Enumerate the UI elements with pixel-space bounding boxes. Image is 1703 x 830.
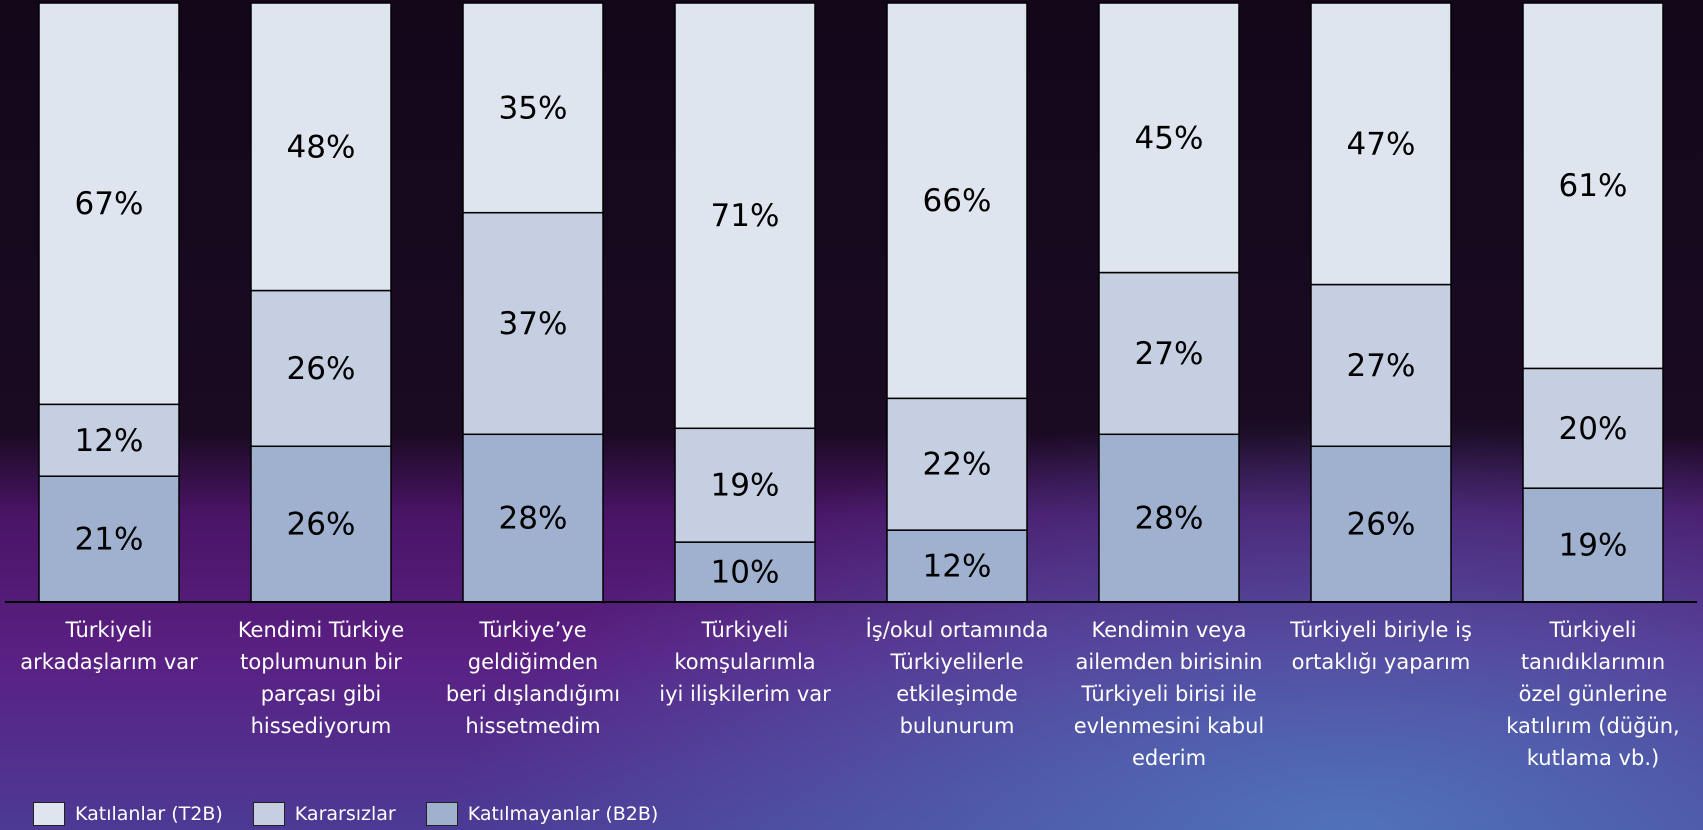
legend-item: Kararsızlar [252, 802, 396, 826]
legend-label: Kararsızlar [294, 803, 396, 825]
value-label: 45% [1135, 120, 1204, 156]
value-label: 12% [923, 549, 992, 585]
bar-segment [674, 427, 816, 543]
bar-segment [1310, 283, 1452, 448]
legend-label: Katılmayanlar (B2B) [467, 803, 659, 825]
value-label: 37% [499, 306, 568, 342]
bar-segment [462, 211, 604, 436]
bar-segment [250, 2, 392, 292]
legend-swatch [425, 802, 458, 826]
value-label: 19% [1559, 528, 1628, 564]
legend-label: Katılanlar (T2B) [75, 803, 223, 825]
legend-item: Katılmayanlar (B2B) [425, 802, 659, 826]
bar-segment [462, 2, 604, 214]
legend-swatch [252, 802, 285, 826]
x-tick-label: Türkiyeli biriyle iş ortaklığı yaparım [1290, 618, 1472, 674]
value-label: 27% [1135, 336, 1204, 372]
value-label: 27% [1347, 348, 1416, 384]
bar-segment [886, 2, 1028, 400]
value-label: 71% [711, 198, 780, 234]
value-label: 21% [75, 522, 144, 558]
value-label: 67% [75, 186, 144, 222]
bar-segment [1098, 271, 1240, 436]
bar-segment [674, 2, 816, 430]
value-label: 48% [287, 129, 356, 165]
bar-segment [250, 289, 392, 448]
legend: Katılanlar (T2B) Kararsızlar Katılmayanlar… [33, 802, 688, 826]
legend-item: Katılanlar (T2B) [33, 802, 223, 826]
x-tick-label: Türkiye’ye geldiğimden beri dışlandığımı… [445, 618, 621, 738]
bar-segment [1098, 433, 1240, 603]
bar-segment [1098, 2, 1240, 274]
bar-segment [1522, 2, 1664, 370]
bar-segment [1310, 445, 1452, 603]
bar-segment [886, 397, 1028, 531]
value-label: 26% [287, 351, 356, 387]
legend-swatch [33, 802, 65, 826]
bar-segment [38, 475, 180, 603]
value-label: 47% [1347, 126, 1416, 162]
bar-segment [462, 433, 604, 603]
value-label: 28% [1135, 501, 1204, 537]
x-tick-label: İş/okul ortamında Türkiyelilerle etkileş… [865, 618, 1049, 738]
value-label: 26% [287, 507, 356, 543]
value-label: 66% [923, 183, 992, 219]
bar-segment [1310, 2, 1452, 286]
value-label: 28% [499, 501, 568, 537]
bar-segment [1522, 367, 1664, 489]
x-tick-label: Kendimi Türkiye toplumunun bir parçası g… [237, 618, 405, 738]
value-label: 10% [711, 555, 780, 591]
x-tick-label: Türkiyeli tanıdıklarımın özel günlerine … [1506, 618, 1680, 770]
value-label: 26% [1347, 507, 1416, 543]
x-tick-label: Kendimin veya ailemden birisinin Türkiye… [1073, 618, 1265, 770]
value-label: 12% [75, 423, 144, 459]
value-label: 35% [499, 90, 568, 126]
bar-segment [38, 2, 180, 406]
value-label: 22% [923, 447, 992, 483]
value-label: 20% [1559, 411, 1628, 447]
value-label: 61% [1559, 168, 1628, 204]
x-tick-label: Türkiyeli arkadaşlarım var [20, 618, 198, 674]
x-tick-label: Türkiyeli komşularımla iyi ilişkilerim v… [659, 618, 831, 706]
value-label: 19% [711, 468, 780, 504]
